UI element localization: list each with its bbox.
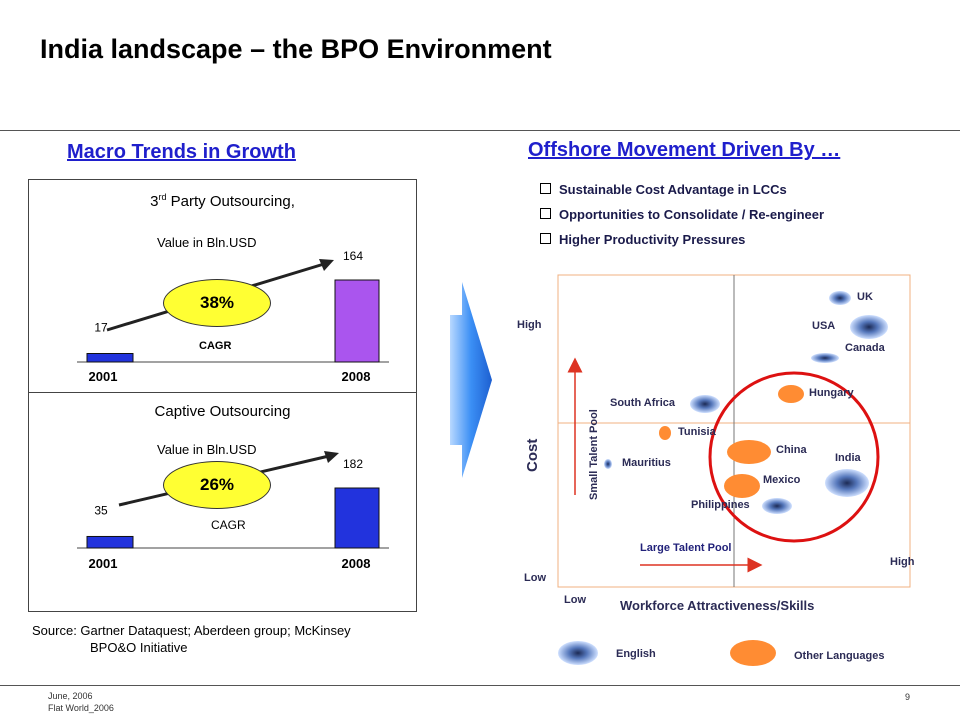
captive-panel: Captive Outsourcing Value in Bln.USD 35 … xyxy=(28,392,417,612)
bullet-productivity: Higher Productivity Pressures xyxy=(540,232,745,247)
bullet-cost-advantage: Sustainable Cost Advantage in LCCs xyxy=(540,182,787,197)
canada-bubble xyxy=(811,353,839,363)
talent-circle xyxy=(708,371,880,543)
small-talent-pool-label: Small Talent Pool xyxy=(588,409,600,500)
country-label-mauritius: Mauritius xyxy=(622,457,671,469)
tunisia-bubble xyxy=(659,426,671,440)
philippines-bubble xyxy=(762,498,792,514)
page-number: 9 xyxy=(905,692,911,702)
south-africa-bubble xyxy=(690,395,720,413)
third-party-cagr-oval: 38% xyxy=(163,279,271,327)
legend-english-swatch xyxy=(558,641,598,665)
captive-chart: 35 182 2001 2008 xyxy=(77,451,389,571)
country-label-philippines: Philippines xyxy=(691,499,750,511)
third-party-subtitle: Value in Bln.USD xyxy=(157,235,257,250)
captive-trend-arrowhead xyxy=(324,451,339,463)
legend xyxy=(558,640,776,666)
hungary-bubble xyxy=(778,385,804,403)
third-party-bar-2008 xyxy=(334,279,380,363)
uk-bubble xyxy=(829,291,851,305)
checkbox-bullet-icon xyxy=(540,208,551,219)
captive-title: Captive Outsourcing xyxy=(154,403,291,420)
country-label-china: China xyxy=(776,444,807,456)
header-divider xyxy=(0,130,960,131)
third-party-trend-arrowhead xyxy=(319,259,334,271)
country-label-hungary: Hungary xyxy=(809,387,854,399)
captive-category-2001: 2001 xyxy=(89,556,118,571)
country-label-tunisia: Tunisia xyxy=(678,426,716,438)
mexico-bubble xyxy=(724,474,760,498)
country-label-mexico: Mexico xyxy=(763,474,801,486)
captive-value-2001: 35 xyxy=(94,503,108,517)
india-bubble xyxy=(825,469,869,497)
flow-arrow-icon xyxy=(450,282,492,478)
macro-trends-heading: Macro Trends in Growth xyxy=(67,141,296,163)
legend-other-swatch xyxy=(730,640,776,666)
bullet-consolidate: Opportunities to Consolidate / Re-engine… xyxy=(540,207,824,222)
checkbox-bullet-icon xyxy=(540,183,551,194)
third-party-cagr-label: CAGR xyxy=(199,340,232,352)
x-axis-label: Workforce Attractiveness/Skills xyxy=(620,598,815,613)
third-party-bar-2001 xyxy=(86,353,134,363)
country-label-south-africa: South Africa xyxy=(610,397,675,409)
country-label-canada: Canada xyxy=(845,342,885,354)
footer-date: June, 2006 xyxy=(48,691,93,701)
slide-title: India landscape – the BPO Environment xyxy=(40,34,552,64)
captive-bar-2008 xyxy=(334,487,380,549)
third-party-panel: 3rd Party Outsourcing, Value in Bln.USD … xyxy=(28,179,417,394)
x-high-label: High xyxy=(890,556,915,568)
offshore-heading: Offshore Movement Driven By … xyxy=(528,139,841,161)
third-party-value-2001: 17 xyxy=(94,321,108,335)
country-label-usa: USA xyxy=(812,320,836,332)
captive-subtitle: Value in Bln.USD xyxy=(157,442,257,457)
third-party-category-2008: 2008 xyxy=(342,369,371,384)
large-talent-pool-label: Large Talent Pool xyxy=(640,542,732,554)
country-label-uk: UK xyxy=(857,291,873,303)
y-axis-label: Cost xyxy=(524,438,541,472)
y-high-label: High xyxy=(517,319,542,331)
source-line-1: Source: Gartner Dataquest; Aberdeen grou… xyxy=(32,623,351,638)
legend-other-label: Other Languages xyxy=(794,650,885,662)
third-party-title: 3rd Party Outsourcing, xyxy=(150,192,295,210)
country-label-india: India xyxy=(835,452,861,464)
footer-company: Flat World_2006 xyxy=(48,703,114,713)
captive-cagr-label: CAGR xyxy=(211,518,246,532)
captive-bar-2001 xyxy=(86,535,134,549)
source-line-2: BPO&O Initiative xyxy=(90,640,188,655)
y-low-label: Low xyxy=(524,572,546,584)
legend-english-label: English xyxy=(616,648,656,660)
mauritius-bubble xyxy=(604,459,612,469)
checkbox-bullet-icon xyxy=(540,233,551,244)
third-party-value-2008: 164 xyxy=(343,249,363,263)
china-bubble xyxy=(727,440,771,464)
x-low-label: Low xyxy=(564,594,586,606)
footer-divider xyxy=(0,685,960,686)
usa-bubble xyxy=(850,315,888,339)
captive-category-2008: 2008 xyxy=(342,556,371,571)
captive-cagr-oval: 26% xyxy=(163,461,271,509)
offshore-matrix xyxy=(557,274,911,588)
third-party-category-2001: 2001 xyxy=(89,369,118,384)
captive-value-2008: 182 xyxy=(343,457,363,471)
